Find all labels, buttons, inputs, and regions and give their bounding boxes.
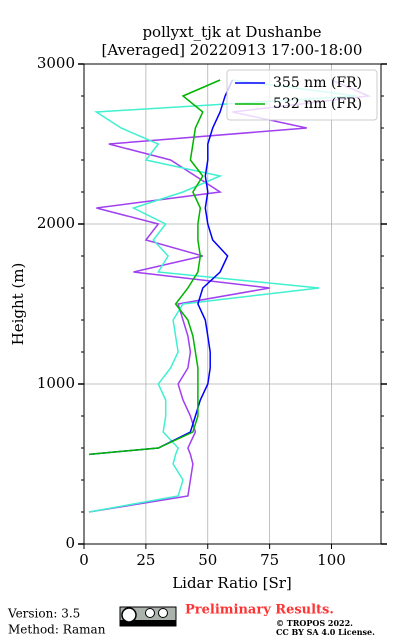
method: Method: Raman bbox=[8, 623, 106, 637]
license: CC BY SA 4.0 License. bbox=[276, 627, 375, 637]
x-tick-label: 0 bbox=[79, 551, 89, 569]
x-tick-label: 25 bbox=[136, 551, 155, 569]
copyright: © TROPOS 2022. bbox=[276, 618, 353, 628]
y-tick-label: 0 bbox=[65, 534, 75, 552]
series-line bbox=[88, 79, 234, 456]
y-tick-label: 1000 bbox=[37, 374, 75, 392]
status: Preliminary Results. bbox=[185, 603, 334, 618]
legend-label: 532 nm (FR) bbox=[273, 96, 362, 112]
axes-frame bbox=[83, 63, 382, 545]
chart-subtitle: [Averaged] 20220913 17:00-18:00 bbox=[102, 41, 363, 59]
series-line bbox=[88, 79, 372, 513]
version: Version: 3.5 bbox=[7, 607, 80, 621]
x-tick-label: 50 bbox=[198, 551, 217, 569]
legend-label: 355 nm (FR) bbox=[273, 75, 362, 91]
cc-badge bbox=[119, 606, 177, 627]
y-tick-label: 2000 bbox=[37, 214, 75, 232]
series-line bbox=[88, 79, 221, 456]
x-tick-label: 75 bbox=[260, 551, 279, 569]
x-axis-label: Lidar Ratio [Sr] bbox=[172, 574, 292, 592]
y-tick-label: 3000 bbox=[37, 54, 75, 72]
x-tick-label: 100 bbox=[317, 551, 346, 569]
y-axis-label: Height (m) bbox=[9, 263, 27, 346]
series-line bbox=[88, 79, 357, 513]
chart-title: pollyxt_tjk at Dushanbe bbox=[142, 23, 321, 41]
